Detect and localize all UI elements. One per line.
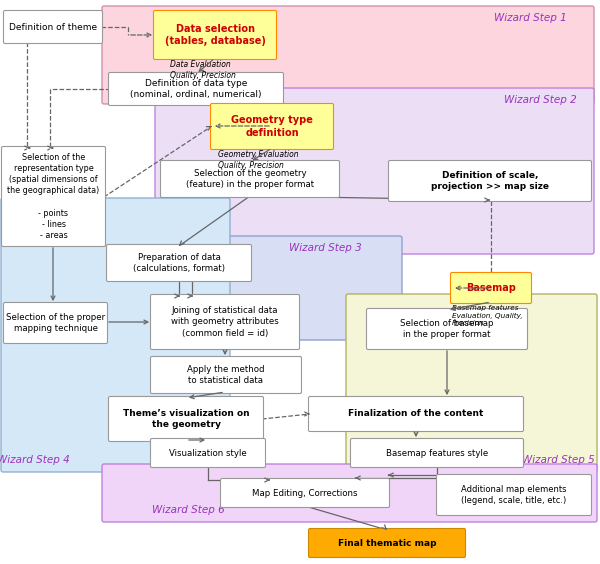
Text: Definition of theme: Definition of theme (9, 23, 97, 32)
Text: Data selection
(tables, database): Data selection (tables, database) (164, 24, 265, 46)
FancyBboxPatch shape (4, 302, 107, 343)
Text: Wizard Step 2: Wizard Step 2 (503, 95, 577, 105)
Text: Apply the method
to statistical data: Apply the method to statistical data (187, 365, 265, 385)
FancyBboxPatch shape (151, 294, 299, 350)
Text: Visualization style: Visualization style (169, 448, 247, 457)
FancyBboxPatch shape (98, 236, 402, 340)
Text: Geometry type
definition: Geometry type definition (231, 115, 313, 138)
FancyBboxPatch shape (308, 396, 523, 431)
FancyBboxPatch shape (109, 73, 284, 105)
FancyBboxPatch shape (221, 478, 389, 508)
FancyBboxPatch shape (154, 11, 277, 59)
FancyBboxPatch shape (346, 294, 597, 472)
FancyBboxPatch shape (367, 309, 527, 350)
Text: Selection of basemap
in the proper format: Selection of basemap in the proper forma… (400, 319, 494, 339)
FancyBboxPatch shape (1, 147, 106, 246)
Text: Definition of data type
(nominal, ordinal, numerical): Definition of data type (nominal, ordina… (130, 79, 262, 99)
Text: Wizard Step 1: Wizard Step 1 (494, 13, 566, 23)
FancyBboxPatch shape (437, 474, 592, 515)
Text: Geometry Evaluation
Quality, Precision: Geometry Evaluation Quality, Precision (218, 150, 299, 170)
FancyBboxPatch shape (102, 6, 594, 104)
Text: Joining of statistical data
with geometry attributes
(common field = id): Joining of statistical data with geometr… (171, 306, 279, 338)
Text: Selection of the
representation type
(spatial dimensions of
the geographical dat: Selection of the representation type (sp… (7, 153, 100, 240)
Text: Selection of the geometry
(feature) in the proper format: Selection of the geometry (feature) in t… (186, 169, 314, 189)
FancyBboxPatch shape (451, 272, 532, 303)
FancyBboxPatch shape (161, 161, 340, 197)
FancyBboxPatch shape (109, 396, 263, 442)
Text: Wizard Step 6: Wizard Step 6 (152, 505, 224, 515)
Text: Final thematic map: Final thematic map (338, 539, 436, 548)
Text: Wizard Step 3: Wizard Step 3 (289, 243, 361, 253)
Text: Wizard Step 5: Wizard Step 5 (521, 455, 595, 465)
FancyBboxPatch shape (350, 438, 523, 468)
FancyBboxPatch shape (151, 438, 265, 468)
FancyBboxPatch shape (389, 161, 592, 201)
Text: Preparation of data
(calculations, format): Preparation of data (calculations, forma… (133, 253, 225, 273)
Text: Map Editing, Corrections: Map Editing, Corrections (252, 488, 358, 497)
Text: Theme’s visualization on
the geometry: Theme’s visualization on the geometry (122, 409, 250, 429)
FancyBboxPatch shape (308, 528, 466, 557)
Text: Finalization of the content: Finalization of the content (349, 409, 484, 418)
FancyBboxPatch shape (107, 245, 251, 281)
Text: Additional map elements
(legend, scale, title, etc.): Additional map elements (legend, scale, … (461, 485, 567, 505)
Text: Definition of scale,
projection >> map size: Definition of scale, projection >> map s… (431, 171, 549, 191)
FancyBboxPatch shape (151, 356, 302, 394)
FancyBboxPatch shape (1, 198, 230, 472)
FancyBboxPatch shape (211, 104, 334, 149)
Text: Basemap features
Evaluation, Quality,
Precision: Basemap features Evaluation, Quality, Pr… (452, 305, 523, 326)
Text: Data Evaluation
Quality, Precision: Data Evaluation Quality, Precision (170, 60, 236, 80)
FancyBboxPatch shape (4, 11, 103, 43)
Text: Basemap: Basemap (466, 283, 516, 293)
FancyBboxPatch shape (155, 88, 594, 254)
Text: Basemap features style: Basemap features style (386, 448, 488, 457)
FancyBboxPatch shape (102, 464, 597, 522)
Text: Wizard Step 4: Wizard Step 4 (0, 455, 70, 465)
Text: Selection of the proper
mapping technique: Selection of the proper mapping techniqu… (6, 313, 105, 333)
